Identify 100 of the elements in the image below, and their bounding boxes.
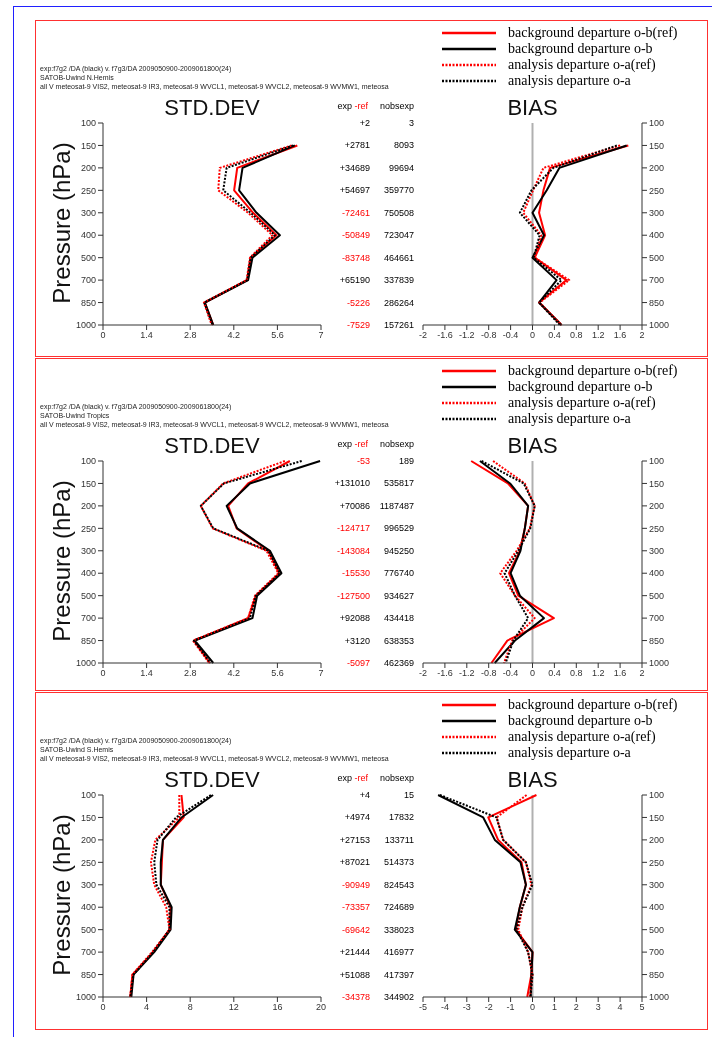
text: 945250 bbox=[383, 545, 414, 556]
y-tick-label: 250 bbox=[80, 857, 96, 868]
text: +87021 bbox=[338, 856, 370, 869]
text: exp bbox=[337, 773, 352, 783]
y-tick-label: 500 bbox=[649, 590, 665, 601]
x-tick-label: 0 bbox=[100, 668, 106, 679]
text: nobsexp bbox=[379, 100, 415, 112]
text: -53 bbox=[356, 455, 370, 467]
x-tick-label: 4 bbox=[144, 1002, 150, 1013]
text: 157261 bbox=[383, 320, 414, 330]
y-tick-label: 400 bbox=[649, 230, 665, 241]
y-tick-label: 150 bbox=[649, 812, 665, 823]
legend-label: analysis departure o-a bbox=[508, 73, 631, 89]
x-tick-label: -0.4 bbox=[502, 330, 519, 341]
text: -124717 bbox=[335, 522, 370, 535]
y-tick-label: 1000 bbox=[75, 320, 96, 331]
x-tick-label: 7 bbox=[318, 330, 324, 341]
text: +70086 bbox=[338, 499, 370, 512]
y-tick-label: 500 bbox=[80, 924, 96, 935]
y-tick-label: 700 bbox=[80, 275, 96, 286]
y-tick-label: 850 bbox=[80, 969, 96, 980]
y-tick-label: 850 bbox=[80, 635, 96, 646]
x-tick-label: 2 bbox=[573, 1002, 579, 1013]
text: +2 bbox=[358, 117, 370, 129]
y-tick-label: 150 bbox=[649, 140, 665, 151]
y-tick-label: 400 bbox=[649, 568, 665, 579]
text: 750508 bbox=[383, 207, 414, 218]
text: -34378 bbox=[340, 991, 370, 1003]
x-tick-label: 1.4 bbox=[140, 668, 153, 679]
text: -83748 bbox=[340, 251, 370, 264]
text: -143084 bbox=[335, 544, 370, 557]
chart-title: BIAS bbox=[506, 433, 559, 458]
y-axis-title: Pressure (hPa) bbox=[48, 479, 76, 644]
y-tick-label: 100 bbox=[80, 118, 96, 129]
y-tick-label: 100 bbox=[80, 790, 96, 801]
y-tick-label: 150 bbox=[80, 478, 96, 489]
text: exp bbox=[337, 101, 352, 111]
x-tick-label: 8 bbox=[187, 1002, 193, 1013]
y-tick-label: 850 bbox=[649, 297, 665, 308]
text: 338023 bbox=[383, 924, 414, 935]
text: 337839 bbox=[383, 275, 414, 286]
y-tick-label: 250 bbox=[80, 523, 96, 534]
text: +27153 bbox=[338, 833, 370, 846]
y-tick-label: 500 bbox=[649, 252, 665, 263]
text: nobsexp bbox=[379, 438, 415, 450]
x-tick-label: 5.6 bbox=[271, 668, 284, 679]
y-tick-label: 100 bbox=[80, 456, 96, 467]
y-tick-label: 300 bbox=[649, 879, 665, 890]
legend-label: background departure o-b bbox=[508, 713, 653, 729]
x-tick-label: -4 bbox=[440, 1002, 449, 1013]
x-tick-label: 12 bbox=[228, 1002, 239, 1013]
x-tick-label: 20 bbox=[315, 1002, 327, 1013]
y-tick-label: 200 bbox=[80, 163, 96, 174]
y-tick-label: 850 bbox=[649, 635, 665, 646]
y-tick-label: 200 bbox=[80, 501, 96, 512]
y-tick-label: 250 bbox=[649, 523, 665, 534]
x-tick-label: 4 bbox=[617, 1002, 623, 1013]
text: 776740 bbox=[383, 568, 414, 579]
x-tick-label: -2 bbox=[418, 330, 428, 341]
y-tick-label: 250 bbox=[649, 185, 665, 196]
y-tick-label: 300 bbox=[80, 207, 96, 218]
y-tick-label: 150 bbox=[80, 140, 96, 151]
y-tick-label: 700 bbox=[649, 947, 665, 958]
x-tick-label: 1.2 bbox=[591, 330, 605, 341]
text: +92088 bbox=[338, 612, 370, 625]
x-tick-label: 0 bbox=[529, 668, 536, 679]
x-tick-label: 1.2 bbox=[591, 668, 605, 679]
x-tick-label: 0.4 bbox=[548, 668, 561, 679]
text: -ref bbox=[354, 773, 368, 783]
text: 3 bbox=[408, 118, 414, 128]
text: 344902 bbox=[383, 992, 414, 1002]
x-tick-label: 0.8 bbox=[570, 668, 583, 679]
text: +2781 bbox=[343, 139, 370, 152]
text: 824543 bbox=[383, 879, 414, 890]
legend-label: analysis departure o-a(ref) bbox=[508, 395, 656, 411]
legend-label: analysis departure o-a bbox=[508, 745, 631, 761]
x-tick-label: -1.6 bbox=[437, 668, 453, 679]
y-tick-label: 250 bbox=[649, 857, 665, 868]
text: 464661 bbox=[383, 252, 414, 263]
y-tick-label: 400 bbox=[80, 902, 96, 913]
x-tick-label: 2 bbox=[639, 330, 645, 341]
legend-label: background departure o-b(ref) bbox=[508, 697, 678, 713]
text: 359770 bbox=[383, 185, 414, 196]
legend-label: background departure o-b bbox=[508, 41, 653, 57]
text: +4 bbox=[358, 789, 370, 801]
text: -127500 bbox=[335, 589, 370, 602]
y-tick-label: 300 bbox=[80, 879, 96, 890]
y-tick-label: 500 bbox=[649, 924, 665, 935]
legend-label: analysis departure o-a(ref) bbox=[508, 729, 656, 745]
x-tick-label: -1.6 bbox=[437, 330, 453, 341]
text: 189 bbox=[398, 456, 414, 466]
y-tick-label: 700 bbox=[80, 613, 96, 624]
y-tick-label: 400 bbox=[80, 568, 96, 579]
y-tick-label: 700 bbox=[80, 947, 96, 958]
legend-label: background departure o-b(ref) bbox=[508, 363, 678, 379]
text: 638353 bbox=[383, 635, 414, 646]
legend-label: background departure o-b bbox=[508, 379, 653, 395]
y-tick-label: 100 bbox=[649, 456, 665, 467]
x-tick-label: -1 bbox=[506, 1002, 515, 1013]
text: -5097 bbox=[345, 657, 370, 669]
